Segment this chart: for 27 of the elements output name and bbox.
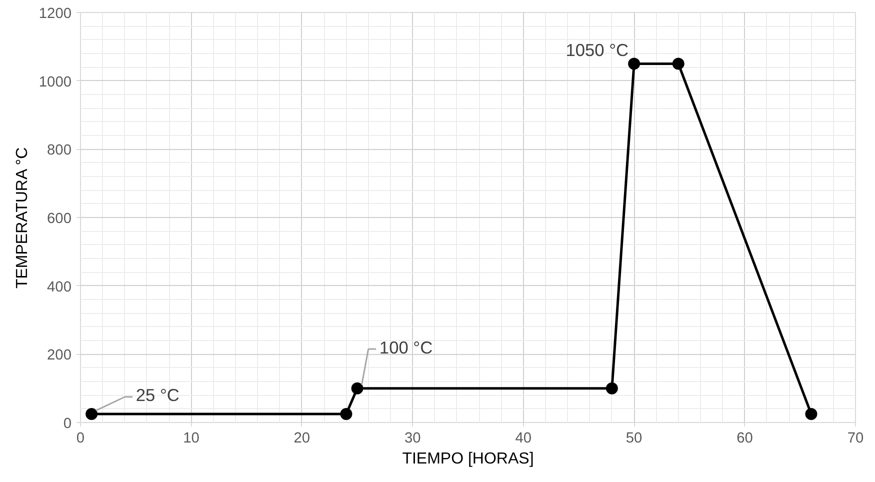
y-tick-label: 800: [47, 142, 72, 159]
point: [628, 58, 640, 70]
y-tick-label: 200: [47, 348, 72, 364]
x-tick-label: 50: [626, 430, 642, 446]
point: [340, 408, 352, 420]
annotation: 100 °C: [379, 337, 433, 358]
y-tick-label: 0: [63, 416, 72, 432]
point: [672, 58, 684, 70]
point: [606, 382, 618, 394]
x-tick-label: 30: [404, 430, 421, 446]
point: [86, 408, 98, 420]
x-tick-label: 10: [183, 430, 200, 446]
x-tick-label: 70: [847, 430, 864, 446]
x-tick-label: 0: [76, 430, 85, 446]
x-tick-label: 40: [515, 430, 532, 446]
y-tick-label: 1000: [38, 74, 72, 90]
y-tick-label: 1200: [38, 6, 72, 22]
annotation: 1050 °C: [566, 40, 629, 60]
y-tick-label: 400: [47, 279, 72, 296]
annotation: 25 °C: [136, 385, 180, 406]
x-tick-label: 60: [736, 430, 753, 446]
x-tick-label: 20: [294, 430, 310, 446]
x-axis-title: TIEMPO [HORAS]: [402, 450, 534, 468]
y-axis-title: TEMPERATURA °C: [14, 147, 31, 289]
point: [351, 382, 364, 394]
y-tick-label: 600: [47, 211, 72, 227]
point: [805, 408, 818, 420]
